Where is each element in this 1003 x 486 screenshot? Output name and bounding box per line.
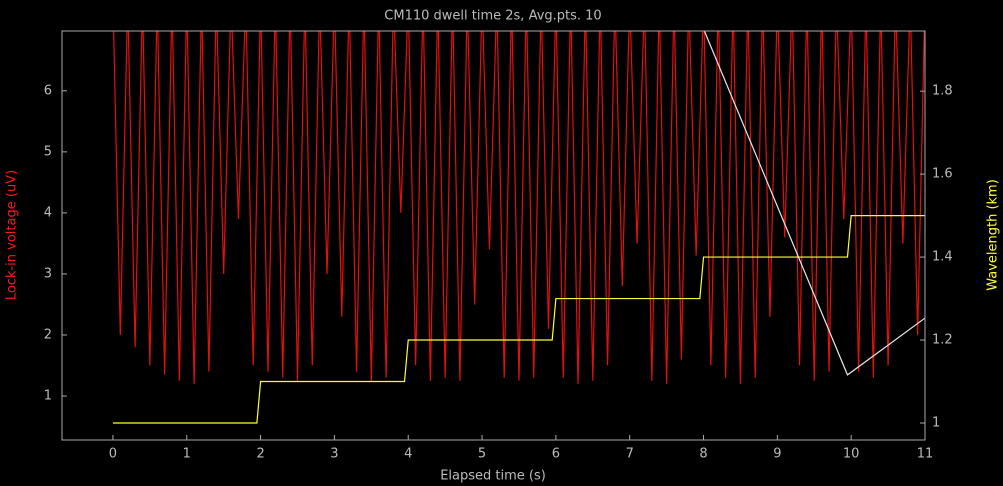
series-line bbox=[113, 31, 925, 384]
x-tick-label: 7 bbox=[626, 447, 634, 462]
plot-area bbox=[112, 31, 925, 424]
y-tick-label: 5 bbox=[44, 144, 52, 159]
y2-tick-label: 1.6 bbox=[932, 167, 953, 182]
x-tick-label: 4 bbox=[404, 447, 412, 462]
x-axis-label: Elapsed time (s) bbox=[440, 469, 546, 484]
series-line bbox=[703, 31, 925, 376]
y-tick-label: 2 bbox=[44, 328, 52, 343]
y2-axis-label: Wavelength (km) bbox=[986, 179, 1001, 291]
y-tick-label: 1 bbox=[44, 389, 52, 404]
axes-frame bbox=[61, 30, 926, 441]
x-tick-label: 1 bbox=[183, 447, 191, 462]
x-tick-label: 2 bbox=[256, 447, 264, 462]
x-tick-label: 8 bbox=[699, 447, 707, 462]
x-tick-label: 6 bbox=[552, 447, 560, 462]
y2-tick-label: 1.8 bbox=[932, 84, 953, 99]
y2-tick-label: 1.4 bbox=[932, 250, 953, 265]
x-tick-label: 9 bbox=[773, 447, 781, 462]
x-tick-label: 3 bbox=[330, 447, 338, 462]
x-tick-label: 0 bbox=[109, 447, 117, 462]
y2-tick-label: 1.2 bbox=[932, 333, 953, 348]
y-tick-label: 4 bbox=[44, 205, 52, 220]
y-axis-label: Lock-in voltage (uV) bbox=[5, 170, 20, 300]
y2-tick-label: 1 bbox=[932, 415, 940, 430]
y-tick-label: 6 bbox=[44, 83, 52, 98]
series-line bbox=[112, 214, 925, 424]
chart-title: CM110 dwell time 2s, Avg.pts. 10 bbox=[384, 9, 601, 24]
x-tick-label: 5 bbox=[478, 447, 486, 462]
y-tick-label: 3 bbox=[44, 266, 52, 281]
x-tick-label: 10 bbox=[843, 447, 860, 462]
x-tick-label: 11 bbox=[917, 447, 934, 462]
